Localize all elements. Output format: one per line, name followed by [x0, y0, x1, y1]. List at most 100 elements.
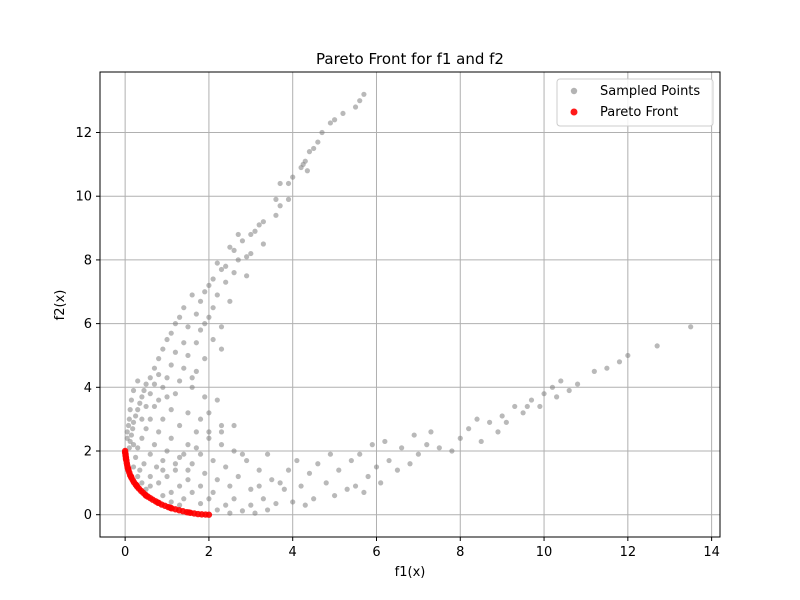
- sampled-point: [352, 483, 359, 489]
- sampled-point: [197, 327, 204, 333]
- pareto-point: [185, 509, 193, 516]
- sampled-point: [348, 457, 354, 464]
- sampled-point: [428, 429, 434, 435]
- sampled-point: [486, 419, 493, 425]
- sampled-point: [566, 387, 572, 394]
- sampled-point: [264, 507, 271, 513]
- sampled-point: [137, 400, 143, 406]
- legend-marker-pareto-front: [570, 108, 578, 116]
- legend-label-pareto-front: Pareto Front: [600, 105, 678, 120]
- sampled-point: [193, 445, 199, 451]
- sampled-point: [520, 410, 526, 416]
- sampled-point: [128, 432, 135, 438]
- sampled-point: [311, 496, 317, 502]
- sampled-point: [214, 477, 220, 483]
- sampled-point: [124, 429, 130, 435]
- sampled-point: [153, 464, 160, 470]
- sampled-point: [214, 292, 220, 298]
- sampled-point: [172, 349, 179, 355]
- sampled-point: [574, 381, 581, 387]
- sampled-point: [176, 454, 183, 460]
- sampled-point: [239, 238, 246, 244]
- sampled-point: [549, 384, 556, 390]
- sampled-point: [156, 480, 162, 486]
- sampled-point: [512, 403, 518, 410]
- sampled-point: [256, 483, 262, 489]
- sampled-point: [281, 486, 287, 492]
- sampled-point: [218, 266, 225, 273]
- sampled-point: [273, 196, 279, 202]
- sampled-point: [197, 451, 204, 457]
- sampled-point: [210, 276, 216, 282]
- sampled-point: [407, 461, 413, 467]
- sampled-point: [139, 416, 145, 422]
- sampled-point: [164, 336, 170, 343]
- sampled-point: [193, 429, 199, 435]
- sampled-point: [327, 451, 334, 457]
- sampled-point: [449, 448, 455, 454]
- sampled-point: [185, 477, 191, 483]
- sampled-point: [189, 292, 195, 298]
- sampled-point: [285, 467, 292, 473]
- sampled-point: [189, 461, 195, 467]
- sampled-point: [503, 419, 509, 425]
- sampled-point: [218, 324, 225, 330]
- sampled-point: [625, 352, 631, 359]
- sampled-point: [495, 429, 501, 435]
- sampled-point: [474, 416, 480, 422]
- sampled-point: [528, 397, 535, 403]
- sampled-point: [172, 391, 179, 397]
- grid-lines: [100, 72, 720, 537]
- sampled-point: [176, 378, 183, 384]
- sampled-point: [176, 422, 183, 429]
- sampled-point: [252, 228, 258, 234]
- sampled-point: [336, 467, 342, 473]
- sampled-point: [466, 426, 472, 432]
- y-tick-label: 6: [84, 317, 92, 332]
- sampled-point: [223, 279, 229, 285]
- sampled-point: [156, 429, 162, 435]
- sampled-point: [210, 336, 216, 343]
- legend-frame: [556, 78, 714, 127]
- sampled-point: [424, 442, 430, 448]
- sampled-point: [256, 222, 262, 228]
- data-points: [121, 91, 694, 518]
- y-tick-label: 0: [84, 508, 92, 523]
- sampled-point: [185, 352, 191, 359]
- sampled-point: [147, 483, 153, 489]
- sampled-point: [306, 149, 313, 155]
- y-tick-label: 12: [75, 126, 92, 141]
- sampled-point: [554, 394, 560, 400]
- sampled-point: [156, 356, 162, 362]
- x-tick-label: 0: [121, 545, 129, 560]
- sampled-point: [206, 282, 212, 288]
- sampled-point: [176, 483, 183, 489]
- sampled-point: [290, 174, 296, 180]
- sampled-point: [231, 422, 237, 429]
- sampled-point: [260, 219, 266, 225]
- sampled-point: [189, 489, 195, 496]
- sampled-point: [160, 467, 166, 473]
- pareto-point: [133, 482, 140, 489]
- sampled-point: [386, 457, 392, 464]
- sampled-point: [365, 473, 371, 480]
- sampled-point: [206, 410, 212, 416]
- sampled-point: [130, 464, 137, 470]
- x-axis-label: f1(x): [395, 565, 426, 580]
- sampled-point: [239, 508, 246, 514]
- sampled-point: [206, 429, 212, 435]
- y-axis-label: f2(x): [53, 290, 68, 321]
- sampled-point: [164, 375, 170, 381]
- sampled-point: [616, 359, 623, 365]
- sampled-point: [193, 340, 199, 346]
- sampled-point: [124, 435, 130, 441]
- sampled-point: [361, 489, 367, 496]
- sampled-point: [294, 457, 300, 464]
- sampled-point: [231, 247, 237, 253]
- sampled-point: [264, 451, 271, 457]
- sampled-point: [327, 120, 334, 126]
- legend: Sampled Points Pareto Front: [556, 78, 714, 127]
- sampled-point: [499, 413, 505, 419]
- sampled-point: [143, 381, 149, 387]
